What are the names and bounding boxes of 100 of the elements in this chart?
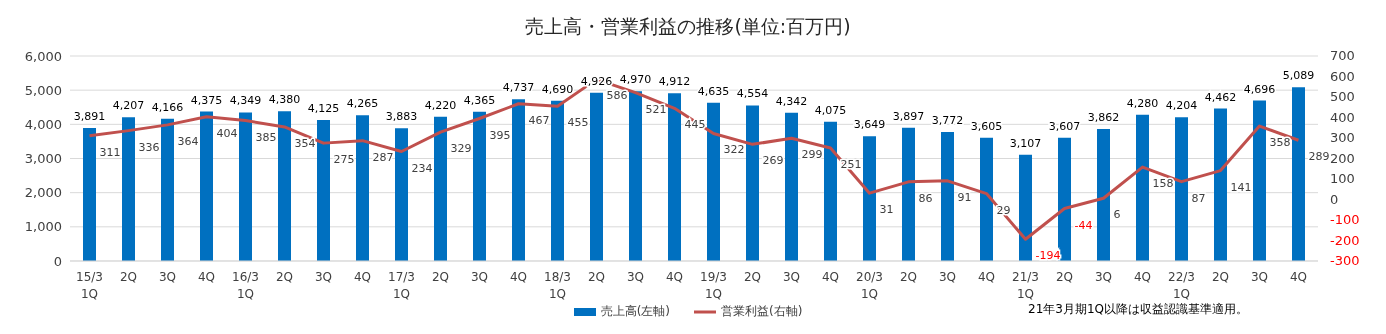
data-label: 4,365 xyxy=(463,93,496,107)
data-label: 4,220 xyxy=(424,98,457,112)
data-label: 289 xyxy=(1308,150,1330,164)
data-label: 158 xyxy=(1152,177,1174,191)
data-label: 4,737 xyxy=(502,81,535,95)
data-label: 404 xyxy=(216,126,238,140)
y2-tick-label: -300 xyxy=(1330,253,1360,268)
y-tick-label: 4,000 xyxy=(24,116,62,132)
data-label: 4,125 xyxy=(307,102,340,116)
bar xyxy=(1175,117,1188,261)
bar xyxy=(200,111,213,261)
bar xyxy=(161,118,174,261)
bar xyxy=(395,128,408,261)
data-label: 364 xyxy=(177,134,199,148)
x-tick-label: 2Q xyxy=(899,270,918,284)
data-label: 3,649 xyxy=(853,118,886,132)
bar xyxy=(902,127,915,261)
bar xyxy=(512,99,525,261)
x-tick-label: 2Q xyxy=(1211,270,1230,284)
data-label: 4,554 xyxy=(736,87,769,101)
x-tick-label: 16/3 1Q xyxy=(232,270,259,301)
data-label: 336 xyxy=(138,140,160,154)
bar xyxy=(707,102,720,261)
y-tick-label: 5,000 xyxy=(24,82,62,98)
x-tick-label: 3Q xyxy=(938,270,957,284)
x-tick-label: 4Q xyxy=(1289,270,1308,284)
bar xyxy=(746,105,759,261)
data-label: 3,897 xyxy=(892,109,925,123)
x-tick-label: 3Q xyxy=(1250,270,1269,284)
bar xyxy=(629,91,642,261)
bar xyxy=(1058,137,1071,261)
x-tick-label: 4Q xyxy=(977,270,996,284)
x-tick-label: 2Q xyxy=(275,270,294,284)
data-label: 275 xyxy=(333,153,355,167)
data-label: 4,265 xyxy=(346,97,379,111)
y2-tick-label: 0 xyxy=(1330,191,1339,207)
x-tick-label: 20/3 1Q xyxy=(856,270,883,301)
data-label: 329 xyxy=(450,142,472,156)
y-tick-label: 3,000 xyxy=(24,151,62,167)
data-label: 4,690 xyxy=(541,82,574,96)
data-label: 4,380 xyxy=(268,93,301,107)
data-label: 287 xyxy=(372,150,394,164)
x-tick-label: 3Q xyxy=(470,270,489,284)
bar xyxy=(1292,87,1305,261)
data-label: -44 xyxy=(1074,218,1093,232)
data-label: 4,696 xyxy=(1243,82,1276,96)
data-label: 322 xyxy=(723,143,745,157)
bar xyxy=(317,120,330,261)
data-label: 3,605 xyxy=(970,119,1003,133)
y-tick-label: 2,000 xyxy=(24,185,62,201)
data-label: 269 xyxy=(762,154,784,168)
data-label: 299 xyxy=(801,148,823,162)
y2-tick-label: 500 xyxy=(1330,89,1355,104)
bar xyxy=(1214,108,1227,261)
bar xyxy=(1097,129,1110,261)
legend-label: 売上高(左軸) xyxy=(599,303,670,320)
data-label: 4,342 xyxy=(775,94,808,108)
x-tick-label: 4Q xyxy=(509,270,528,284)
data-label: 385 xyxy=(255,130,277,144)
y2-tick-label: 200 xyxy=(1330,150,1355,166)
bar xyxy=(83,128,96,261)
y2-tick-label: 700 xyxy=(1330,48,1355,63)
x-tick-label: 2Q xyxy=(587,270,606,284)
x-tick-label: 3Q xyxy=(1094,270,1113,284)
data-label: 3,891 xyxy=(73,110,106,124)
data-label: 455 xyxy=(567,116,589,130)
bar xyxy=(980,137,993,261)
data-label: 4,075 xyxy=(814,103,847,117)
data-label: 6 xyxy=(1113,208,1121,222)
x-tick-label: 4Q xyxy=(197,270,216,284)
bar xyxy=(473,111,486,261)
data-label: 4,280 xyxy=(1126,96,1159,110)
data-label: 4,207 xyxy=(112,99,145,113)
x-tick-label: 15/3 1Q xyxy=(76,270,103,301)
bar xyxy=(278,111,291,261)
y2-tick-label: -100 xyxy=(1330,212,1360,227)
x-tick-label: 2Q xyxy=(743,270,762,284)
data-label: 4,349 xyxy=(229,94,262,108)
y2-tick-label: 400 xyxy=(1330,109,1355,125)
data-label: 586 xyxy=(606,89,628,103)
y2-tick-label: -200 xyxy=(1330,232,1360,248)
y2-tick-label: 300 xyxy=(1330,130,1355,145)
bar xyxy=(551,100,564,261)
bar xyxy=(239,112,252,261)
data-label: 4,375 xyxy=(190,93,223,107)
x-tick-label: 2Q xyxy=(431,270,450,284)
x-tick-label: 4Q xyxy=(821,270,840,284)
x-tick-label: 4Q xyxy=(1133,270,1152,284)
bar xyxy=(1019,154,1032,261)
data-label: 4,912 xyxy=(658,75,691,89)
data-label: 3,107 xyxy=(1009,136,1042,150)
data-label: 3,862 xyxy=(1087,111,1120,125)
chart-title: 売上高・営業利益の推移(単位:百万円) xyxy=(524,14,852,39)
data-label: 4,635 xyxy=(697,84,730,98)
data-label: 91 xyxy=(957,190,972,204)
x-tick-label: 2Q xyxy=(1055,270,1074,284)
x-tick-label: 3Q xyxy=(314,270,333,284)
x-tick-label: 21/3 1Q xyxy=(1012,270,1039,301)
x-tick-label: 2Q xyxy=(119,270,138,284)
x-tick-label: 3Q xyxy=(626,270,645,284)
